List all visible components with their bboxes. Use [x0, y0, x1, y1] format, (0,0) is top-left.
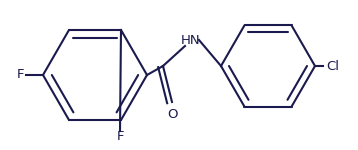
Text: F: F: [116, 129, 124, 142]
Text: HN: HN: [181, 33, 200, 46]
Text: O: O: [167, 108, 177, 120]
Text: Cl: Cl: [326, 60, 339, 72]
Text: F: F: [16, 69, 24, 81]
